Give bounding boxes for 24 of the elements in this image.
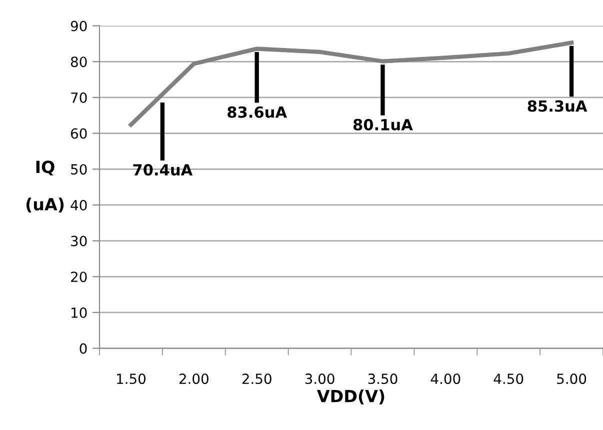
y-tick-label: 20 <box>71 272 87 282</box>
y-tick-label: 40 <box>70 200 87 210</box>
y-tick-label: 80 <box>70 56 87 68</box>
y-tick-label: 30 <box>71 236 87 246</box>
x-tick-label: 2.50 <box>242 374 272 384</box>
annotation: 83.6uA <box>228 106 287 118</box>
y-tick-label: 10 <box>72 307 87 318</box>
x-tick-label: 1.50 <box>117 374 146 384</box>
annotation: 85.3uA <box>528 100 588 112</box>
y-tick-label: 90 <box>70 20 87 32</box>
x-tick-label: 2.00 <box>179 374 208 384</box>
x-tick-label: 4.00 <box>430 374 460 384</box>
y-tick-label: 50 <box>71 164 87 175</box>
y-tick-label: 60 <box>70 128 87 139</box>
text: IQ (uA) <box>26 160 64 213</box>
annotation: 70.4uA <box>133 164 193 176</box>
x-tick-label: 3.00 <box>305 374 334 384</box>
x-tick-label: 3.50 <box>368 374 398 384</box>
annotation: 80.1uA <box>353 118 413 130</box>
x-tick-label: 5.00 <box>557 374 586 384</box>
y-tick-label: 0 <box>80 343 87 354</box>
x-tick-label: 4.50 <box>494 374 524 384</box>
x-axis-title: VDD(V) <box>316 390 384 404</box>
y-tick-label: 70 <box>71 92 87 103</box>
